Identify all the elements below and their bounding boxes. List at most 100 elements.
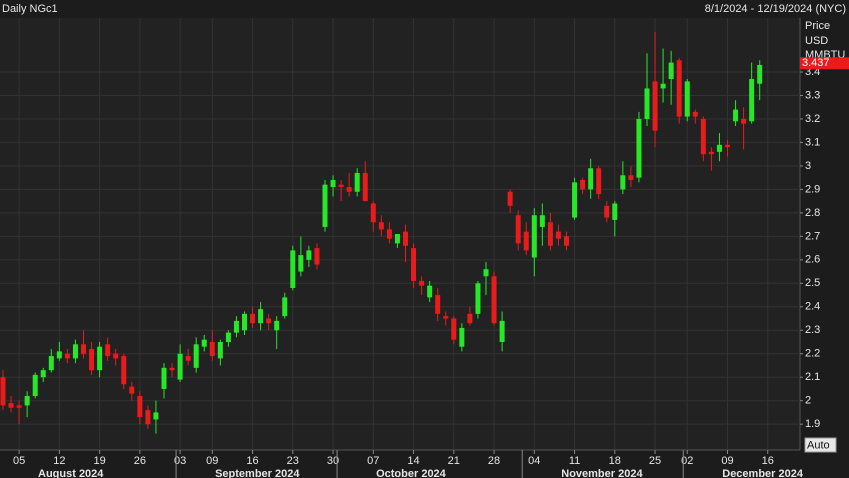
- candle-body: [507, 191, 513, 206]
- candle-body: [580, 180, 586, 190]
- candle: [644, 53, 650, 126]
- candle: [97, 342, 103, 378]
- candle: [266, 313, 272, 331]
- x-tick-label: 30: [327, 455, 339, 467]
- candle-body: [499, 320, 505, 342]
- x-tick-label: 23: [287, 455, 299, 467]
- candle: [427, 280, 433, 303]
- candle-body: [644, 88, 650, 119]
- candle: [741, 107, 747, 150]
- candle: [676, 57, 682, 124]
- y-tick-label: 2.4: [805, 301, 820, 313]
- auto-button[interactable]: Auto: [804, 437, 837, 453]
- x-tick-label: 07: [367, 455, 379, 467]
- y-tick-label: 2.7: [805, 230, 820, 242]
- candle: [749, 62, 755, 124]
- candle: [209, 330, 215, 361]
- candle: [225, 330, 231, 347]
- candle: [258, 302, 264, 331]
- x-tick-label: 02: [681, 455, 693, 467]
- candle: [362, 161, 368, 202]
- candle-body: [314, 248, 320, 265]
- candle-body: [161, 367, 167, 389]
- candle-body: [64, 353, 70, 359]
- candle: [515, 210, 521, 251]
- candle: [612, 201, 618, 237]
- candle-body: [322, 184, 328, 227]
- candle: [451, 316, 457, 345]
- candle: [113, 349, 119, 366]
- month-label: October 2024: [376, 468, 447, 478]
- candle: [306, 245, 312, 267]
- candle-body: [620, 175, 626, 190]
- candle: [708, 147, 714, 171]
- candle: [588, 158, 594, 199]
- candle-body: [427, 285, 433, 298]
- candle: [177, 344, 183, 382]
- candle: [322, 180, 328, 232]
- candle: [105, 337, 111, 361]
- candle-body: [725, 144, 730, 148]
- y-tick-label: 2.1: [805, 371, 820, 383]
- candle: [370, 201, 376, 232]
- candle: [620, 161, 626, 195]
- candle-body: [346, 187, 352, 192]
- candle: [443, 311, 449, 326]
- candle-body: [185, 356, 191, 361]
- x-tick-label: 16: [762, 455, 774, 467]
- x-tick-label: 16: [246, 455, 258, 467]
- candle-body: [330, 180, 336, 188]
- x-tick-label: 04: [528, 455, 540, 467]
- candle-body: [547, 222, 553, 246]
- candle-body: [435, 295, 441, 314]
- candle-body: [40, 370, 46, 378]
- candle: [499, 311, 505, 352]
- candle-body: [137, 396, 143, 418]
- candle: [81, 330, 86, 359]
- candle: [242, 311, 247, 335]
- candle-body: [684, 81, 690, 117]
- candle-body: [0, 377, 6, 406]
- candle: [233, 316, 239, 338]
- candle: [145, 405, 151, 429]
- month-label: November 2024: [561, 468, 643, 478]
- auto-button-box[interactable]: [804, 437, 837, 453]
- candle-body: [370, 203, 376, 223]
- x-tick-label: 21: [448, 455, 460, 467]
- candle-body: [354, 172, 360, 192]
- candle-body: [652, 81, 658, 131]
- candle: [628, 165, 634, 188]
- y-axis-label: Price: [805, 20, 830, 32]
- candle-body: [572, 182, 578, 218]
- candle-body: [145, 410, 151, 425]
- candle: [459, 323, 465, 352]
- candle-body: [298, 255, 304, 272]
- candle: [48, 349, 54, 373]
- candle: [564, 231, 569, 251]
- month-label: September 2024: [215, 468, 300, 478]
- candle: [467, 306, 473, 326]
- y-tick-label: 2.8: [805, 207, 820, 219]
- candle-body: [419, 280, 425, 286]
- candle-body: [378, 222, 384, 230]
- candle-body: [217, 342, 223, 359]
- candle: [652, 32, 658, 148]
- candle-body: [56, 351, 62, 359]
- candle: [32, 372, 38, 399]
- candle-body: [306, 250, 312, 260]
- y-tick-label: 3: [805, 160, 811, 172]
- x-tick-label: 05: [13, 455, 25, 467]
- candle: [725, 140, 730, 157]
- last-price-label: 3.437: [802, 57, 830, 69]
- candle-body: [676, 60, 682, 117]
- candle: [314, 243, 320, 270]
- y-axis-label: USD: [805, 35, 828, 47]
- candle-body: [588, 168, 594, 190]
- candle: [89, 342, 95, 375]
- auto-button-label[interactable]: Auto: [807, 439, 830, 451]
- candle: [338, 180, 344, 202]
- candle-body: [81, 344, 86, 354]
- candle: [129, 381, 135, 401]
- y-tick-label: 3.3: [805, 89, 820, 101]
